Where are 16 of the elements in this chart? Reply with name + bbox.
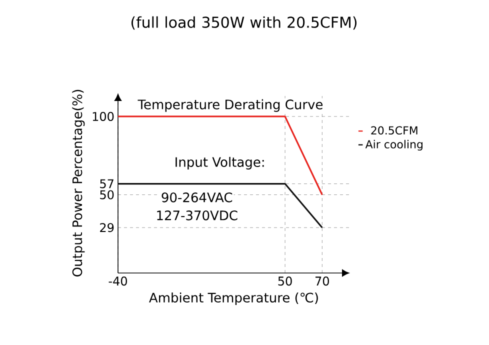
y-tick-label: 57 <box>100 179 114 188</box>
annotation: Temperature Derating Curve <box>138 99 323 112</box>
y-tick-label: 29 <box>100 223 114 232</box>
annotation: 127-370VDC <box>157 210 238 220</box>
legend-label: Air cooling <box>365 140 422 151</box>
y-tick-label: 100 <box>92 112 114 122</box>
x-axis-title: Ambient Temperature (℃) <box>149 292 318 306</box>
y-tick-label: 50 <box>100 190 114 200</box>
x-tick-label: -40 <box>108 276 128 286</box>
y-axis-title: Output Power Percentage(%) <box>72 90 85 276</box>
annotation: Input Voltage: <box>176 156 264 170</box>
annotation: 90-264VAC <box>162 192 232 202</box>
x-tick-label: 50 <box>278 276 292 286</box>
x-tick-label: 70 <box>316 276 329 286</box>
chart-title: (full load 350W with 20.5CFM) <box>131 16 357 30</box>
legend-label: 20.5CFM <box>371 126 418 135</box>
